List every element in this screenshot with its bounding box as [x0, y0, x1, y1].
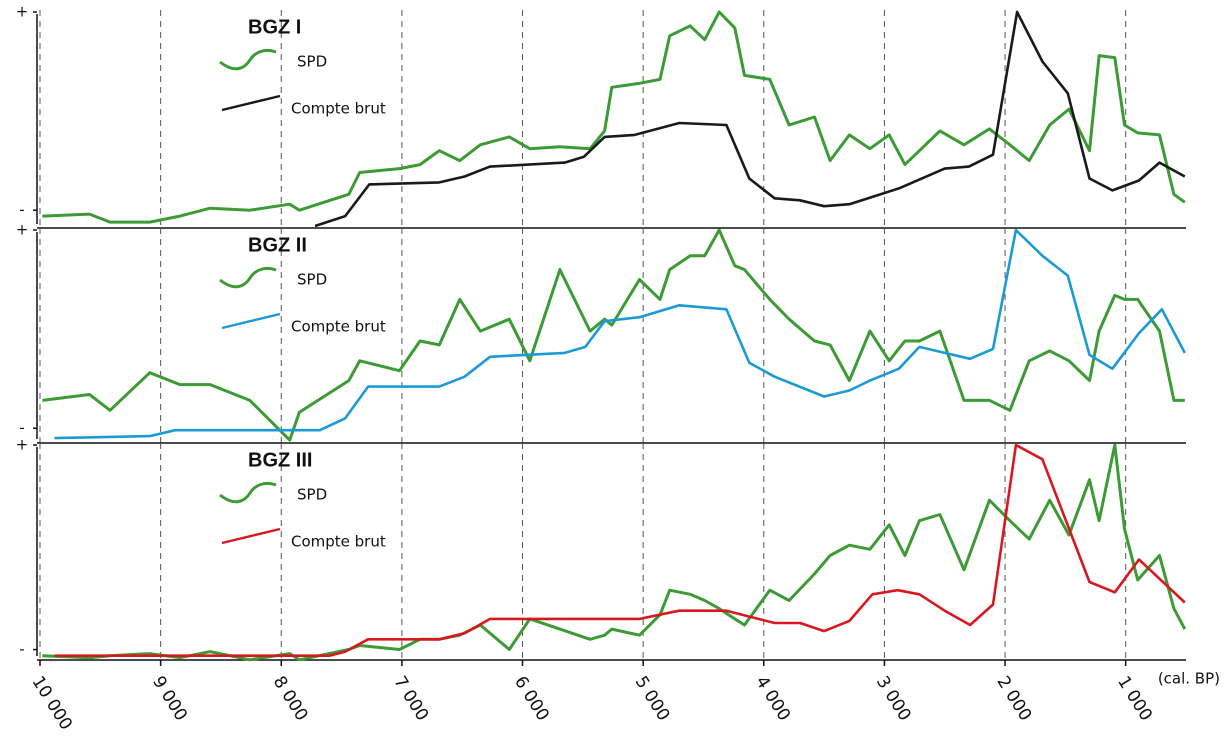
x-tick-label: 9 000	[148, 673, 191, 725]
legend-label: Compte brut	[291, 318, 386, 336]
legend-swatch	[219, 481, 277, 504]
x-tick-label: 2 000	[993, 673, 1036, 725]
panel-title: BGZ II	[248, 234, 307, 256]
x-tick-label: 4 000	[751, 673, 794, 725]
series-line	[54, 228, 1186, 440]
legend-label: Compte brut	[291, 533, 386, 551]
y-tick-label: +	[16, 3, 29, 21]
panel-title: BGZ I	[248, 16, 301, 38]
legend-swatch	[219, 48, 277, 71]
x-tick-label: 7 000	[389, 673, 432, 725]
legend-swatch	[221, 312, 281, 330]
x-axis-label: (cal. BP)	[1158, 670, 1220, 688]
legend-label: SPD	[297, 53, 327, 71]
legend-swatch	[219, 266, 277, 289]
series-line	[42, 10, 1186, 224]
x-tick-label: 1 000	[1113, 673, 1156, 725]
x-tick-label: 10 000	[28, 673, 76, 734]
y-tick-label: +	[16, 221, 29, 239]
legend-label: SPD	[297, 486, 327, 504]
series-line	[314, 10, 1186, 228]
series-line	[54, 443, 1186, 657]
x-tick-label: 6 000	[510, 673, 553, 725]
series-line	[42, 228, 1185, 442]
legend-label: Compte brut	[291, 100, 386, 118]
x-tick-label: 8 000	[269, 673, 312, 725]
legend-label: SPD	[297, 271, 327, 289]
series-line	[42, 443, 1187, 662]
y-tick-label: -	[19, 640, 24, 658]
legend-swatch	[221, 94, 281, 112]
x-tick-label: 5 000	[631, 673, 674, 725]
x-tick-label: 3 000	[872, 673, 915, 725]
legend-swatch	[221, 527, 281, 545]
y-tick-label: +	[16, 436, 29, 454]
y-tick-label: -	[19, 419, 24, 437]
y-tick-label: -	[19, 201, 24, 219]
panel-title: BGZ III	[248, 449, 312, 471]
